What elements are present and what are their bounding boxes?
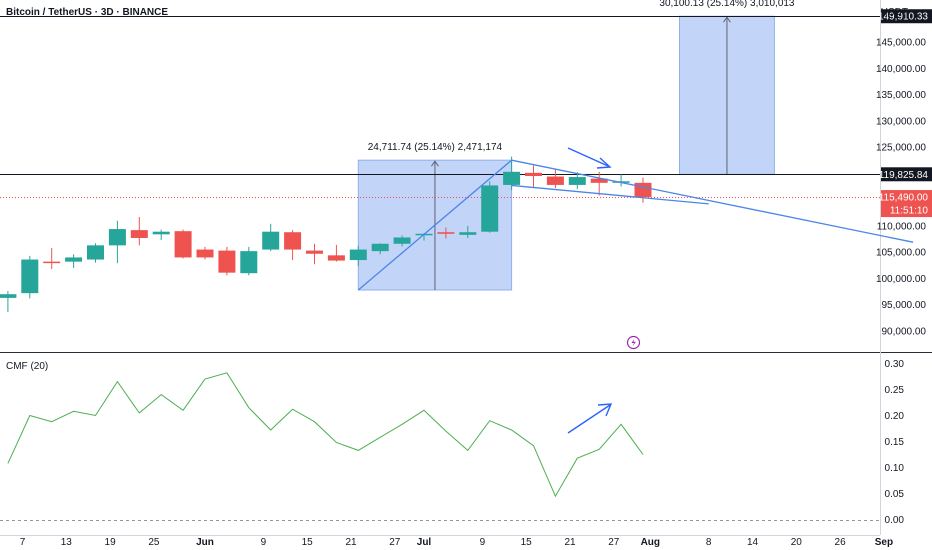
- time-tick-label: 21: [564, 537, 576, 548]
- time-tick-label: 13: [61, 537, 73, 548]
- candle-body: [152, 231, 170, 235]
- candle-body: [196, 249, 214, 258]
- measure-label: 24,711.74 (25.14%) 2,471,174: [368, 142, 503, 153]
- candle-body: [43, 261, 61, 264]
- price-tick-label: 90,000.00: [882, 326, 927, 337]
- time-tick-label: 20: [791, 537, 803, 548]
- cmf-tick-label: 0.05: [885, 489, 905, 500]
- time-tick-label: Jul: [417, 537, 432, 548]
- cmf-tick-label: 0.10: [885, 463, 905, 474]
- candle-body: [306, 250, 323, 254]
- candle-body: [240, 251, 258, 274]
- cmf-tick-label: 0.20: [885, 411, 905, 422]
- price-axis[interactable]: 145,000.00 140,000.00 135,000.00 130,000.00…: [876, 38, 926, 527]
- price-tag-label: 119,825.84: [879, 170, 929, 181]
- time-axis[interactable]: 7 13 19 25 Jun 9 15 21 27 Jul 9 15 21 27 Aug 8 14 20 26 Sep: [20, 537, 893, 548]
- price-tick-label: 110,000.00: [877, 221, 927, 232]
- time-tick-label: 15: [521, 537, 533, 548]
- candle-body: [634, 182, 652, 198]
- time-tick-label: Jun: [196, 537, 214, 548]
- candle-body: [349, 249, 367, 261]
- current-price-tag: [881, 190, 932, 218]
- cmf-tick-label: 0.15: [885, 437, 905, 448]
- price-tag-label: 149,910.33: [878, 12, 928, 23]
- horizontal-lines: [0, 16, 880, 198]
- candles: [0, 156, 652, 313]
- price-tag: [881, 9, 932, 24]
- time-tick-label: 15: [302, 537, 314, 548]
- time-tick-label: 19: [105, 537, 117, 548]
- candle-body: [590, 178, 608, 183]
- candle-body: [284, 232, 302, 250]
- arrow-annotation-top: [567, 147, 612, 169]
- cmf-pane: [0, 372, 880, 521]
- cmf-tick-label: 0.00: [885, 515, 905, 526]
- cmf-tick-label: 0.30: [885, 359, 905, 370]
- measure-arrowhead: [431, 160, 439, 167]
- candle-body: [437, 232, 455, 234]
- arrow-annotation-cmf: [567, 403, 613, 434]
- time-tick-label: Aug: [641, 537, 660, 548]
- candle-body: [262, 231, 280, 250]
- symbol-title[interactable]: Bitcoin / TetherUS · 3D · BINANCE: [6, 7, 169, 18]
- price-tick-label: 140,000.00: [876, 64, 926, 75]
- price-tick-label: 95,000.00: [882, 300, 927, 311]
- price-tick-label: 125,000.00: [876, 143, 926, 154]
- candle-body: [327, 255, 345, 261]
- price-tick-label: 100,000.00: [876, 274, 926, 285]
- trendlines: [357, 159, 914, 291]
- current-price-label: 115,490.00: [879, 193, 929, 204]
- cmf-title[interactable]: CMF (20): [6, 361, 49, 372]
- candle-body: [546, 176, 564, 185]
- candle-body: [65, 257, 83, 262]
- currency-label: USDT: [880, 7, 908, 18]
- candle-body: [568, 177, 586, 185]
- candle-body: [21, 259, 39, 294]
- trendline: [357, 159, 513, 291]
- candle-body: [503, 171, 521, 185]
- candle-body: [174, 231, 192, 258]
- measure-arrowhead: [723, 16, 731, 23]
- candle-body: [130, 230, 148, 238]
- candle-body: [87, 245, 104, 260]
- cmf-tick-label: 0.25: [885, 385, 905, 396]
- time-tick-label: 25: [148, 537, 160, 548]
- time-tick-label: 8: [706, 537, 712, 548]
- candle-body: [371, 243, 389, 252]
- price-tick-label: 135,000.00: [876, 90, 926, 101]
- candle-body: [108, 229, 126, 246]
- candle-body: [0, 294, 17, 298]
- candle-body: [393, 237, 411, 244]
- cmf-line: [7, 372, 644, 498]
- trendline: [511, 184, 709, 205]
- measurement-boxes: 24,711.74 (25.14%) 2,471,174 30,100.13 (2…: [357, 0, 795, 291]
- time-tick-label: Sep: [875, 537, 893, 548]
- measure-label: 30,100.13 (25.14%) 3,010,013: [659, 0, 795, 9]
- candle-body: [481, 185, 499, 232]
- countdown-label: 11:51:10: [890, 206, 929, 217]
- time-tick-label: 9: [480, 537, 486, 548]
- candle-body: [525, 172, 542, 176]
- price-tick-label: 105,000.00: [876, 248, 926, 259]
- time-tick-label: 27: [608, 537, 620, 548]
- candle-body: [218, 250, 236, 273]
- price-tag: [881, 167, 932, 182]
- price-tick-label: 130,000.00: [876, 116, 926, 127]
- trendline: [511, 159, 914, 243]
- time-tick-label: 9: [261, 537, 267, 548]
- price-tags: 149,910.33 119,825.84 115,490.00 11:51:10: [878, 9, 932, 218]
- candle-body: [459, 232, 477, 235]
- time-tick-label: 27: [389, 537, 401, 548]
- lightning-event-icon[interactable]: [626, 335, 641, 350]
- time-tick-label: 21: [345, 537, 357, 548]
- time-tick-label: 14: [747, 537, 759, 548]
- time-tick-label: 26: [835, 537, 847, 548]
- price-tick-label: 145,000.00: [876, 38, 926, 49]
- time-tick-label: 7: [20, 537, 26, 548]
